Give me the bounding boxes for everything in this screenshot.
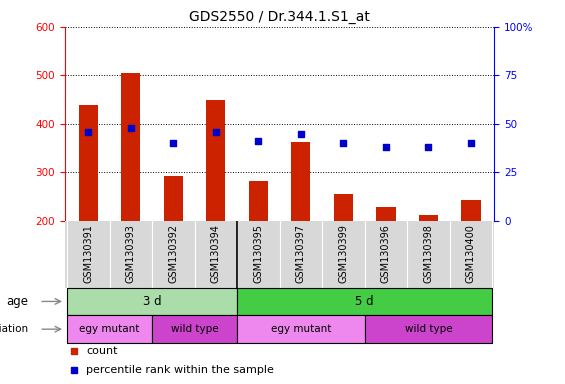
Point (84, 129, 93, 135)
Bar (152, 315, 237, 343)
Point (254, 138, 263, 144)
Bar (67, 315, 152, 343)
Text: count: count (86, 346, 118, 356)
Bar (79, 104, 98, 221)
Point (339, 140, 348, 146)
Text: GSM130396: GSM130396 (381, 224, 391, 283)
Text: GSM130395: GSM130395 (254, 224, 263, 283)
Text: age: age (6, 295, 28, 308)
Text: egy mutant: egy mutant (80, 324, 140, 334)
Bar (334, 194, 353, 221)
Text: GSM130392: GSM130392 (168, 224, 179, 283)
Point (297, 131, 306, 137)
Point (467, 140, 476, 146)
Bar (237, 288, 492, 315)
Text: genotype/variation: genotype/variation (0, 324, 28, 334)
Text: GSM130400: GSM130400 (466, 224, 476, 283)
Point (381, 144, 390, 150)
Bar (292, 142, 311, 221)
Text: GSM130391: GSM130391 (84, 224, 93, 283)
Text: GSM130399: GSM130399 (338, 224, 349, 283)
Bar (121, 73, 141, 221)
Title: GDS2550 / Dr.344.1.S1_at: GDS2550 / Dr.344.1.S1_at (189, 10, 370, 25)
Text: wild type: wild type (405, 324, 453, 334)
Text: GSM130393: GSM130393 (126, 224, 136, 283)
Bar (206, 100, 225, 221)
Text: percentile rank within the sample: percentile rank within the sample (86, 365, 275, 375)
Point (169, 140, 178, 146)
Bar (462, 200, 481, 221)
Text: egy mutant: egy mutant (271, 324, 331, 334)
Text: wild type: wild type (171, 324, 219, 334)
Bar (67, 288, 237, 315)
Bar (164, 176, 183, 221)
Text: 5 d: 5 d (355, 295, 374, 308)
Text: GSM130394: GSM130394 (211, 224, 221, 283)
Point (211, 129, 220, 135)
Point (424, 144, 433, 150)
Bar (237, 315, 364, 343)
Text: 3 d: 3 d (143, 295, 162, 308)
Point (127, 125, 136, 131)
Text: GSM130397: GSM130397 (296, 224, 306, 283)
Bar (249, 181, 268, 221)
Bar (376, 207, 396, 221)
Bar (364, 315, 492, 343)
Bar (419, 215, 438, 221)
Text: GSM130398: GSM130398 (424, 224, 433, 283)
